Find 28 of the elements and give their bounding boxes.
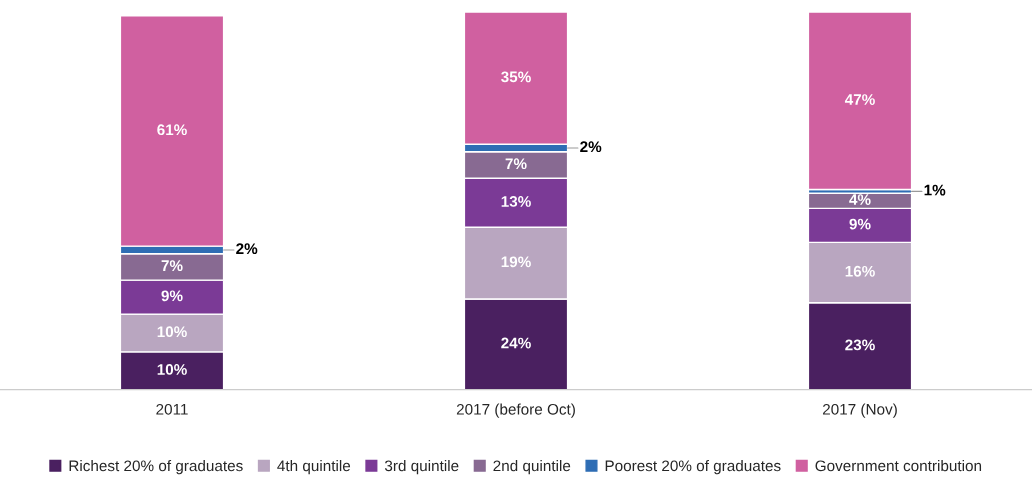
data-label: 10% [157, 364, 187, 375]
x-tick-label: 2017 (Nov) [822, 403, 897, 418]
x-tick-label: 2017 (before Oct) [456, 403, 575, 418]
legend-label: Government contribution [815, 460, 982, 472]
legend-label: 2nd quintile [493, 460, 571, 475]
data-label: 13% [501, 196, 531, 207]
data-label: 7% [505, 158, 527, 170]
data-label: 35% [501, 71, 531, 83]
data-label: 2% [580, 141, 602, 153]
data-label: 10% [157, 326, 187, 338]
data-label: 7% [161, 260, 183, 271]
legend-label: 3rd quintile [384, 460, 459, 475]
data-label: 9% [849, 218, 871, 230]
data-label: 16% [845, 265, 875, 277]
data-label: 19% [501, 256, 531, 268]
data-label: 2% [236, 243, 258, 255]
data-label: 23% [845, 339, 875, 351]
legend-label: Poorest 20% of graduates [605, 460, 781, 475]
data-label: 61% [157, 124, 187, 136]
data-label: 1% [924, 184, 946, 196]
data-label: 4% [849, 194, 871, 205]
legend-label: 4th quintile [277, 460, 351, 475]
data-label: 47% [844, 94, 875, 105]
data-label: 9% [161, 290, 183, 302]
bar [807, 12, 913, 191]
data-label: 24% [501, 337, 531, 349]
legend-label: Richest 20% of graduates [69, 460, 243, 475]
x-tick-label: 2011 [156, 403, 188, 415]
